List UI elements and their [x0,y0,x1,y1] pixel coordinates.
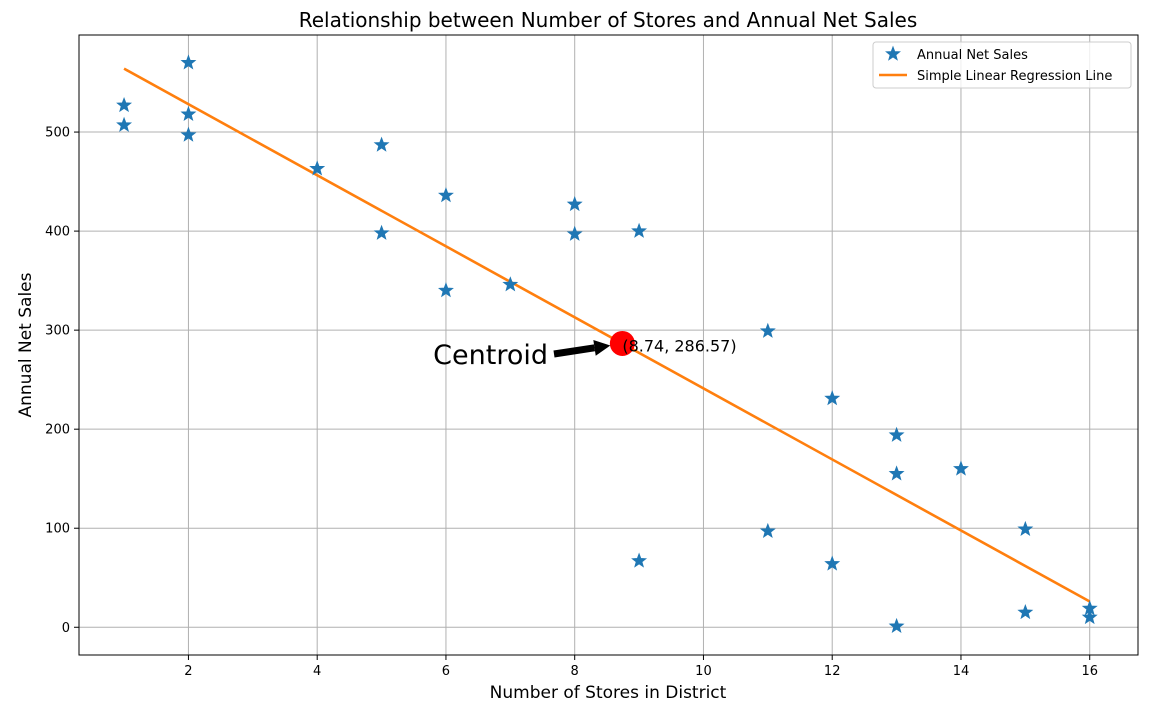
data-point [116,96,133,113]
x-axis-title: Number of Stores in District [490,683,727,703]
data-point [631,222,648,238]
centroid-arrow-head [593,339,611,356]
data-point [180,126,197,142]
data-point [1081,609,1098,625]
x-tick-label: 6 [442,664,450,679]
grid-layer [79,35,1138,655]
data-point [1017,520,1034,536]
data-point [438,282,454,298]
x-tick-label: 8 [571,664,579,679]
data-point [888,465,905,481]
data-point [309,160,326,176]
legend-star [885,45,901,61]
x-tick-label: 2 [184,664,192,679]
legend-label-regression: Simple Linear Regression Line [917,69,1112,84]
regression-line [123,67,1091,603]
legend-label-sales: Annual Net Sales [917,48,1028,63]
data-point [566,196,583,212]
regression-line-layer [123,67,1091,603]
data-point [438,187,454,203]
x-tick-label: 4 [313,664,321,679]
axes-layer: 2 4 6 8 10 12 14 16 0 100 200 300 400 500 [45,34,1139,679]
annotation-layer: Centroid (8.74, 286.57) [433,330,737,371]
data-point [888,617,905,634]
data-point [1017,604,1034,620]
centroid-value-label: (8.74, 286.57) [622,336,736,355]
y-tick-label: 0 [62,621,70,636]
data-point [631,552,648,568]
x-tick-label: 14 [953,664,970,679]
y-tick-label: 500 [45,126,70,141]
data-point [953,460,969,476]
data-point [888,426,905,442]
legend-box [872,41,1132,89]
data-point [180,54,197,70]
data-point [824,390,841,406]
y-tick-label: 200 [45,423,70,438]
y-tick-label: 400 [45,225,70,240]
data-point [566,225,583,241]
centroid-label: Centroid [433,340,548,371]
chart-title: Relationship between Number of Stores an… [299,8,918,32]
plot-frame [78,34,1139,656]
data-point [180,105,197,121]
data-point [502,276,519,292]
x-tick-label: 12 [824,664,841,679]
data-point [824,555,841,571]
y-axis-title: Annual Net Sales [16,272,36,417]
x-tick-label: 10 [695,664,712,679]
centroid-arrow-shaft [553,344,596,358]
data-point [116,116,133,132]
data-point [373,136,390,152]
data-point [759,522,776,538]
legend-star-marker [885,45,901,61]
centroid-marker [609,330,635,356]
y-tick-label: 100 [45,522,70,537]
data-point [759,322,776,338]
marker-layer [116,54,1098,634]
data-point [373,224,390,240]
x-tick-label: 16 [1081,664,1098,679]
y-tick-label: 300 [45,324,70,339]
legend: Annual Net Sales Simple Linear Regressio… [872,41,1132,89]
